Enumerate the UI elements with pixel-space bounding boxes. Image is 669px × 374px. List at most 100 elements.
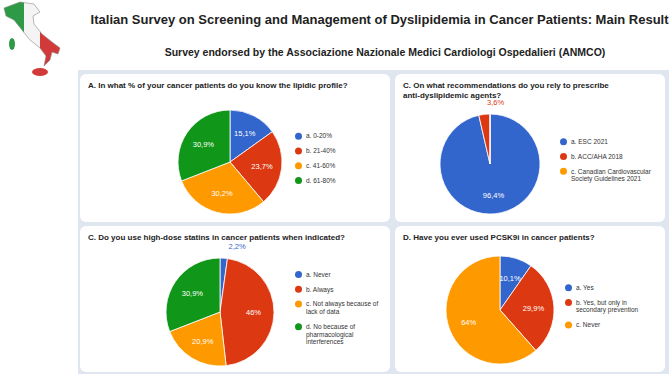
text-line: c. Not always because of [306, 300, 378, 308]
slices [178, 110, 282, 214]
text-line: c. 41-60% [306, 162, 335, 169]
italy-island [32, 68, 48, 76]
text-line: C. Do you use high-dose statins in cance… [88, 233, 345, 242]
pie-slice [178, 110, 230, 181]
italy-island [9, 38, 15, 50]
text-line: c. Never [576, 321, 601, 328]
legend-swatch [295, 286, 302, 293]
page-subtitle: Survey endorsed by the Associazione Nazi… [165, 46, 606, 58]
legend-item: a. ESC 2021 [560, 138, 608, 145]
chart-panel: D. Have you ever used PCSK9i in cancer p… [395, 226, 665, 372]
legend-label: d. No because ofpharmacologicalinterfere… [306, 323, 355, 346]
legend-item: c. Not always because oflack of data [295, 300, 378, 315]
legend: a. Yes b. Yes, but only insecondary preve… [565, 284, 639, 329]
pie-slice [479, 114, 490, 164]
legend-label: a. Yes [576, 284, 594, 291]
legend-item: b. 21-40% [295, 147, 336, 154]
chart-title: A. In what % of your cancer patients do … [88, 81, 348, 90]
text-line: a. 0-20% [306, 132, 332, 139]
panel-background [80, 74, 390, 222]
pie-slice [440, 114, 540, 214]
text-line: d. 61-80% [306, 177, 336, 184]
legend-swatch [295, 301, 302, 308]
legend-swatch [560, 153, 567, 160]
text-line: D. Have you ever used PCSK9i in cancer p… [403, 233, 595, 242]
legend-swatch [565, 284, 572, 291]
text-line: C. On what recommendations do you rely t… [403, 81, 609, 90]
pie-slice [490, 114, 491, 164]
data-label: 30,2% [211, 189, 233, 198]
legend-swatch [295, 133, 302, 140]
pie: 96,4% 3,6% [440, 98, 540, 214]
legend-label: b. Always [306, 286, 334, 294]
legend-label: b. 21-40% [306, 147, 336, 154]
legend-label: c. 41-60% [306, 162, 335, 169]
data-label: 3,6% [487, 98, 504, 107]
chart-panel: C. On what recommendations do you rely t… [395, 74, 665, 222]
legend: a. Never b. Always c. Not always because o… [295, 271, 378, 346]
legend-label: b. Yes, but only insecondary prevention [576, 299, 639, 315]
legend-swatch [565, 322, 572, 329]
text-line: a. Yes [576, 284, 594, 291]
legend-item: a. Yes [565, 284, 594, 291]
chart-root: Italian Survey on Screening and Manageme… [0, 0, 669, 374]
text-line: interferences [306, 339, 344, 346]
data-label: 10,1% [499, 274, 521, 283]
text-line: b. Yes, but only in [576, 299, 627, 307]
legend: a. 0-20% b. 21-40% c. 41-60% d. 61-80% [295, 132, 336, 184]
data-label: 30,9% [193, 140, 215, 149]
legend-swatch [295, 148, 302, 155]
legend-item: d. No because ofpharmacologicalinterfere… [295, 323, 355, 346]
text-line: secondary prevention [576, 307, 639, 315]
panel-background [395, 74, 665, 222]
data-label: 29,9% [523, 304, 545, 313]
data-label: 23,7% [251, 162, 273, 171]
legend-item: a. 0-20% [295, 132, 332, 139]
text-line: a. Never [306, 271, 331, 278]
legend-swatch [560, 168, 567, 175]
page-title: Italian Survey on Screening and Manageme… [91, 12, 669, 27]
data-label: 30,9% [182, 289, 204, 298]
text-line: pharmacological [306, 331, 354, 339]
italy-map [4, 2, 60, 76]
pie: 15,1%23,7%30,2%30,9% [178, 110, 282, 214]
legend-item: c. 41-60% [295, 162, 335, 169]
legend: a. ESC 2021b. ACC/AHA 2018c. Canadian Ca… [560, 138, 652, 183]
legend-label: c. Never [576, 321, 601, 328]
legend-item: d. 61-80% [295, 177, 336, 184]
slices [440, 114, 540, 214]
chart-panel: C. Do you use high-dose statins in cance… [80, 226, 390, 372]
legend-swatch [295, 177, 302, 184]
legend-swatch [295, 271, 302, 278]
data-label: 46% [246, 308, 261, 317]
legend-label: a. ESC 2021 [571, 138, 608, 145]
chart-panel: A. In what % of your cancer patients do … [80, 74, 390, 222]
legend-item: b. Yes, but only insecondary prevention [565, 299, 639, 315]
legend-label: a. 0-20% [306, 132, 332, 139]
legend-item: b. Always [295, 286, 334, 294]
pie-slice [220, 259, 274, 366]
legend-item: a. Never [295, 271, 331, 278]
text-line: A. In what % of your cancer patients do … [88, 81, 348, 90]
legend-label: c. Not always because oflack of data [306, 300, 378, 315]
text-line: a. ESC 2021 [571, 138, 608, 145]
panel-background [80, 226, 390, 372]
legend-item: c. Canadian CardiovascularSociety Guidel… [560, 168, 652, 184]
legend-label: d. 61-80% [306, 177, 336, 184]
chart-title: D. Have you ever used PCSK9i in cancer p… [403, 233, 595, 242]
text-line: b. Always [306, 286, 334, 294]
legend-swatch [295, 162, 302, 169]
panel-background [395, 226, 665, 372]
slices [166, 258, 274, 366]
legend-swatch [295, 323, 302, 330]
pie: 10,1%29,9%64% [446, 256, 554, 364]
chart-title: C. Do you use high-dose statins in cance… [88, 233, 345, 242]
legend-swatch [565, 299, 572, 306]
chart-title: C. On what recommendations do you rely t… [403, 81, 609, 100]
legend-swatch [560, 138, 567, 145]
legend-item: c. Never [565, 321, 601, 328]
pie: 2,2%46%20,9%30,9% [166, 242, 274, 366]
data-label: 20,9% [192, 337, 214, 346]
italy-shape [4, 2, 60, 66]
data-label: 96,4% [483, 191, 505, 200]
